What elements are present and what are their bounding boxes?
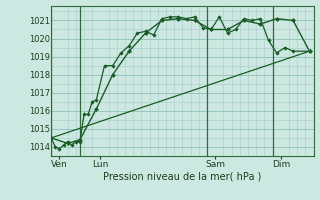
X-axis label: Pression niveau de la mer( hPa ): Pression niveau de la mer( hPa ) <box>103 172 261 182</box>
